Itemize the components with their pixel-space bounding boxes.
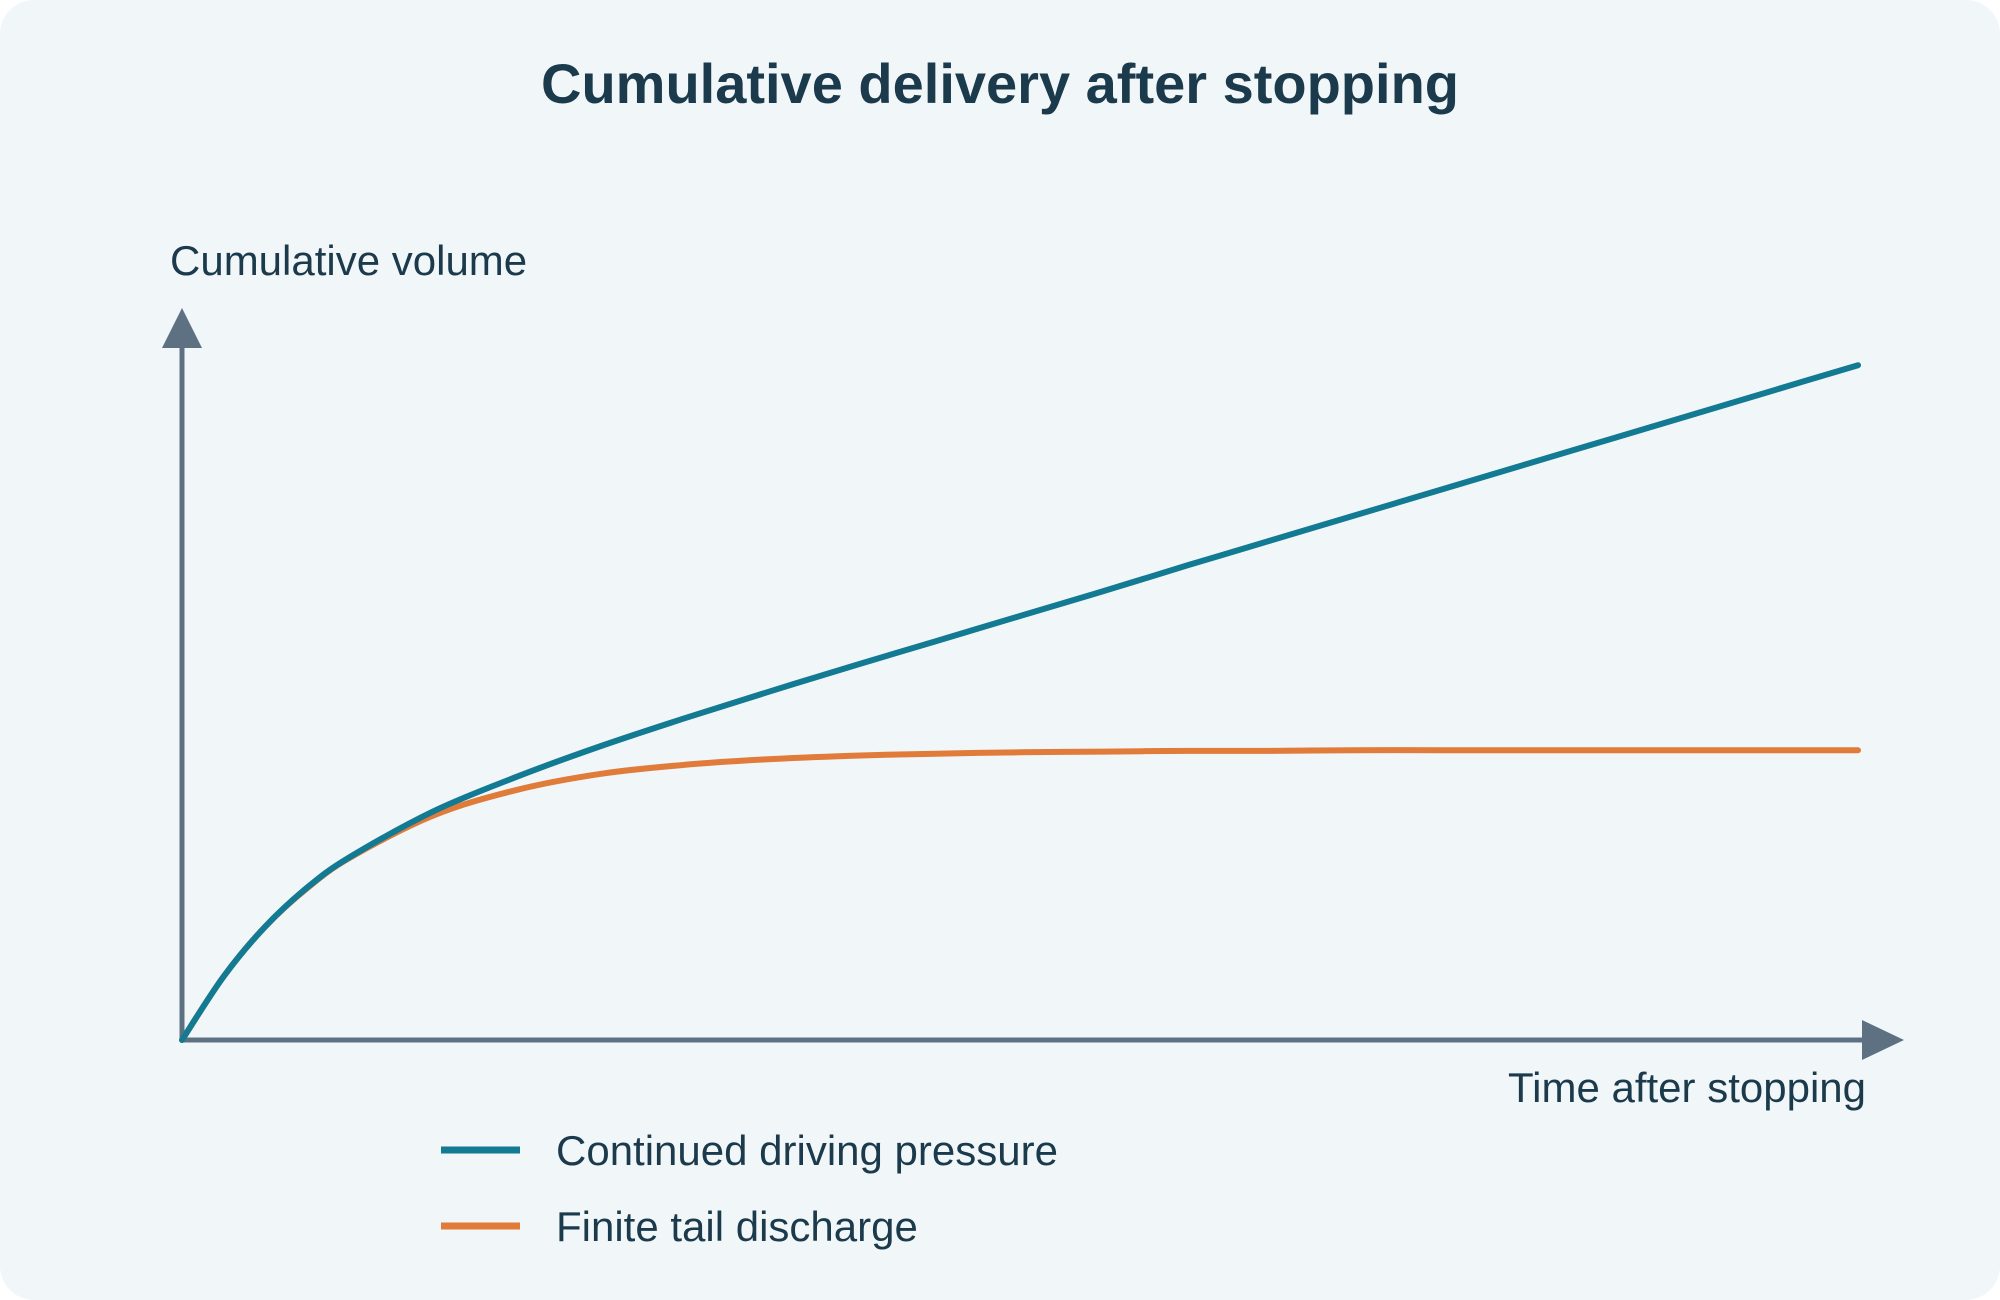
series-line-1 (179, 362, 1861, 1043)
plot-series (179, 362, 1861, 1043)
legend-label-1: Continued driving pressure (556, 1127, 1058, 1174)
legend: Continued driving pressure Finite tail di… (441, 1127, 1058, 1250)
x-axis-arrowhead (1862, 1020, 1904, 1060)
y-axis-label: Cumulative volume (170, 237, 527, 284)
legend-label-2: Finite tail discharge (556, 1203, 918, 1250)
series-line-2 (179, 747, 1861, 1043)
chart-title: Cumulative delivery after stopping (541, 52, 1459, 115)
x-axis-label: Time after stopping (1508, 1064, 1866, 1111)
axes (162, 308, 1904, 1060)
y-axis-arrowhead (162, 308, 202, 348)
